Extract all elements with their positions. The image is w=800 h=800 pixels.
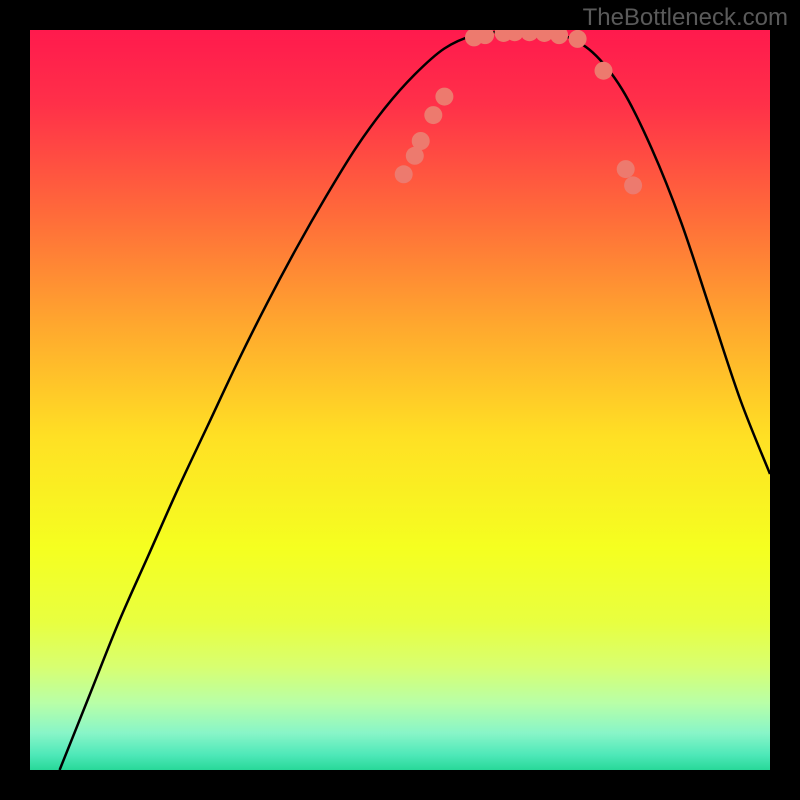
- plot-area: [30, 30, 770, 770]
- data-marker: [435, 88, 453, 106]
- data-marker: [595, 62, 613, 80]
- data-marker: [617, 160, 635, 178]
- watermark-text: TheBottleneck.com: [583, 4, 788, 32]
- data-markers: [395, 30, 642, 194]
- data-marker: [412, 132, 430, 150]
- curve-layer: [30, 30, 770, 770]
- data-marker: [624, 176, 642, 194]
- data-marker: [395, 165, 413, 183]
- data-marker: [569, 30, 587, 48]
- chart-container: TheBottleneck.com: [0, 0, 800, 800]
- data-marker: [424, 106, 442, 124]
- data-marker: [550, 30, 568, 44]
